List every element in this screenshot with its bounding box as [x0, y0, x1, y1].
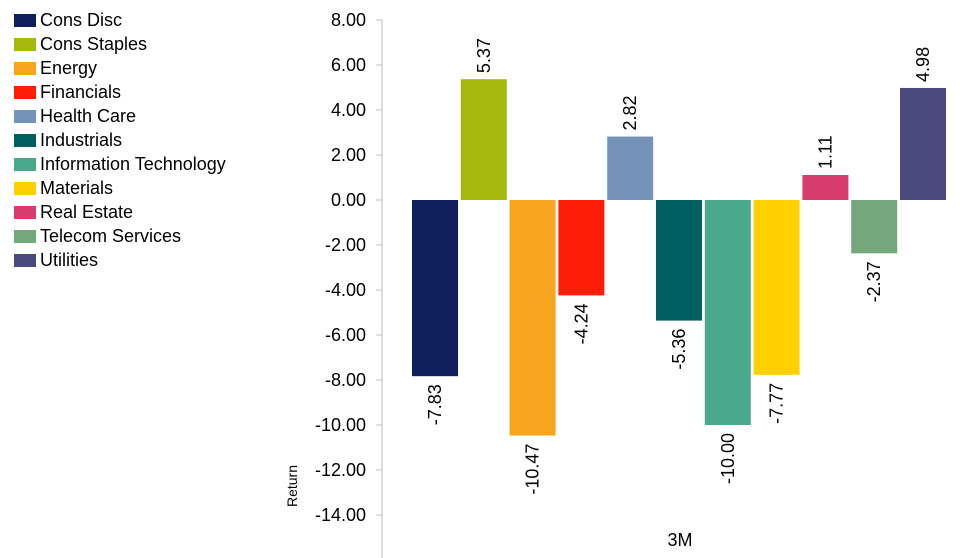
- data-label: 2.82: [620, 96, 640, 131]
- data-label: -2.37: [864, 261, 884, 302]
- bar: [509, 200, 556, 436]
- legend-label: Health Care: [40, 105, 137, 126]
- bar: [460, 79, 507, 200]
- data-labels: -7.83 5.37 -10.47 -4.24 2.82 -5.36 -10.00 -7.77…: [425, 38, 933, 494]
- data-label: -10.47: [523, 444, 543, 495]
- data-label: -7.83: [425, 384, 445, 425]
- legend-item: Telecom Services: [14, 224, 226, 248]
- legend-swatch: [14, 37, 36, 51]
- y-tick-label: -8.00: [325, 370, 366, 390]
- bar: [656, 200, 702, 321]
- legend-swatch: [14, 13, 36, 27]
- legend-label: Cons Disc: [40, 9, 123, 30]
- data-label: 5.37: [474, 38, 494, 73]
- legend-item: Energy: [14, 56, 226, 80]
- bar: [753, 200, 800, 375]
- legend-item: Financials: [14, 80, 226, 104]
- data-label: -4.24: [571, 303, 591, 344]
- legend-item: Industrials: [14, 128, 226, 152]
- legend-item: Cons Disc: [14, 8, 226, 32]
- legend-label: Financials: [40, 81, 122, 102]
- legend-swatch: [14, 109, 36, 123]
- data-label: 4.98: [913, 47, 933, 82]
- y-tick-label: -12.00: [315, 460, 366, 480]
- legend-swatch: [14, 253, 36, 267]
- legend-label: Utilities: [40, 249, 99, 270]
- y-tick-label: 0.00: [331, 190, 366, 210]
- bar: [802, 175, 849, 200]
- legend-swatch: [14, 181, 36, 195]
- y-axis: 8.00 6.00 4.00 2.00 0.00 -2.00 -4.00 -6.00 -8.00…: [315, 10, 383, 558]
- y-tick-label: -14.00: [315, 505, 366, 525]
- legend: Cons Disc Cons Staples Energy Financials Hea…: [14, 8, 226, 272]
- data-label: 1.11: [815, 135, 835, 169]
- y-tick-label: -10.00: [315, 415, 366, 435]
- y-axis-title: Return: [284, 465, 300, 507]
- legend-label: Real Estate: [40, 201, 134, 222]
- y-tick-label: 8.00: [331, 10, 366, 30]
- data-label: -5.36: [669, 329, 689, 370]
- legend-swatch: [14, 133, 36, 147]
- y-tick-label: 2.00: [331, 145, 366, 165]
- legend-label: Cons Staples: [40, 33, 148, 54]
- y-tick-label: 6.00: [331, 55, 366, 75]
- legend-swatch: [14, 85, 36, 99]
- data-label: -10.00: [718, 433, 738, 484]
- legend-item: Information Technology: [14, 152, 226, 176]
- legend-label: Energy: [40, 57, 98, 78]
- legend-item: Real Estate: [14, 200, 226, 224]
- legend-swatch: [14, 157, 36, 171]
- legend-swatch: [14, 61, 36, 75]
- bars: [412, 79, 946, 436]
- y-tick-label: -2.00: [325, 235, 366, 255]
- legend-item: Health Care: [14, 104, 226, 128]
- bar: [704, 200, 751, 425]
- legend-label: Telecom Services: [40, 225, 182, 246]
- bar: [412, 200, 458, 377]
- legend-label: Information Technology: [40, 153, 226, 174]
- y-tick-label: -4.00: [325, 280, 366, 300]
- y-tick-label: -6.00: [325, 325, 366, 345]
- legend-item: Cons Staples: [14, 32, 226, 56]
- legend-label: Industrials: [40, 129, 123, 150]
- bar: [607, 136, 654, 200]
- bar: [558, 200, 605, 296]
- bar: [851, 200, 898, 254]
- x-category-label: 3M: [667, 530, 692, 550]
- legend-swatch: [14, 205, 36, 219]
- legend-item: Materials: [14, 176, 226, 200]
- legend-swatch: [14, 229, 36, 243]
- legend-item: Utilities: [14, 248, 226, 272]
- bar: [900, 87, 946, 200]
- legend-label: Materials: [40, 177, 114, 198]
- y-tick-label: 4.00: [331, 100, 366, 120]
- data-label: -7.77: [767, 383, 787, 424]
